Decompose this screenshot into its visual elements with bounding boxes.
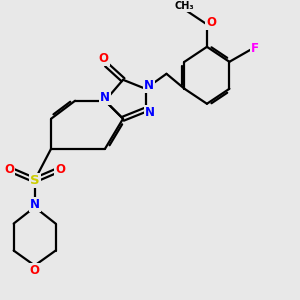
Text: O: O (4, 163, 14, 176)
Text: O: O (99, 52, 109, 65)
Text: S: S (30, 174, 40, 187)
Text: F: F (251, 42, 259, 55)
Text: N: N (145, 106, 155, 119)
Text: O: O (30, 263, 40, 277)
Text: O: O (206, 16, 216, 29)
Text: CH₃: CH₃ (175, 2, 194, 11)
Text: N: N (30, 198, 40, 211)
Text: N: N (100, 91, 110, 104)
Text: N: N (144, 79, 154, 92)
Text: O: O (55, 163, 65, 176)
